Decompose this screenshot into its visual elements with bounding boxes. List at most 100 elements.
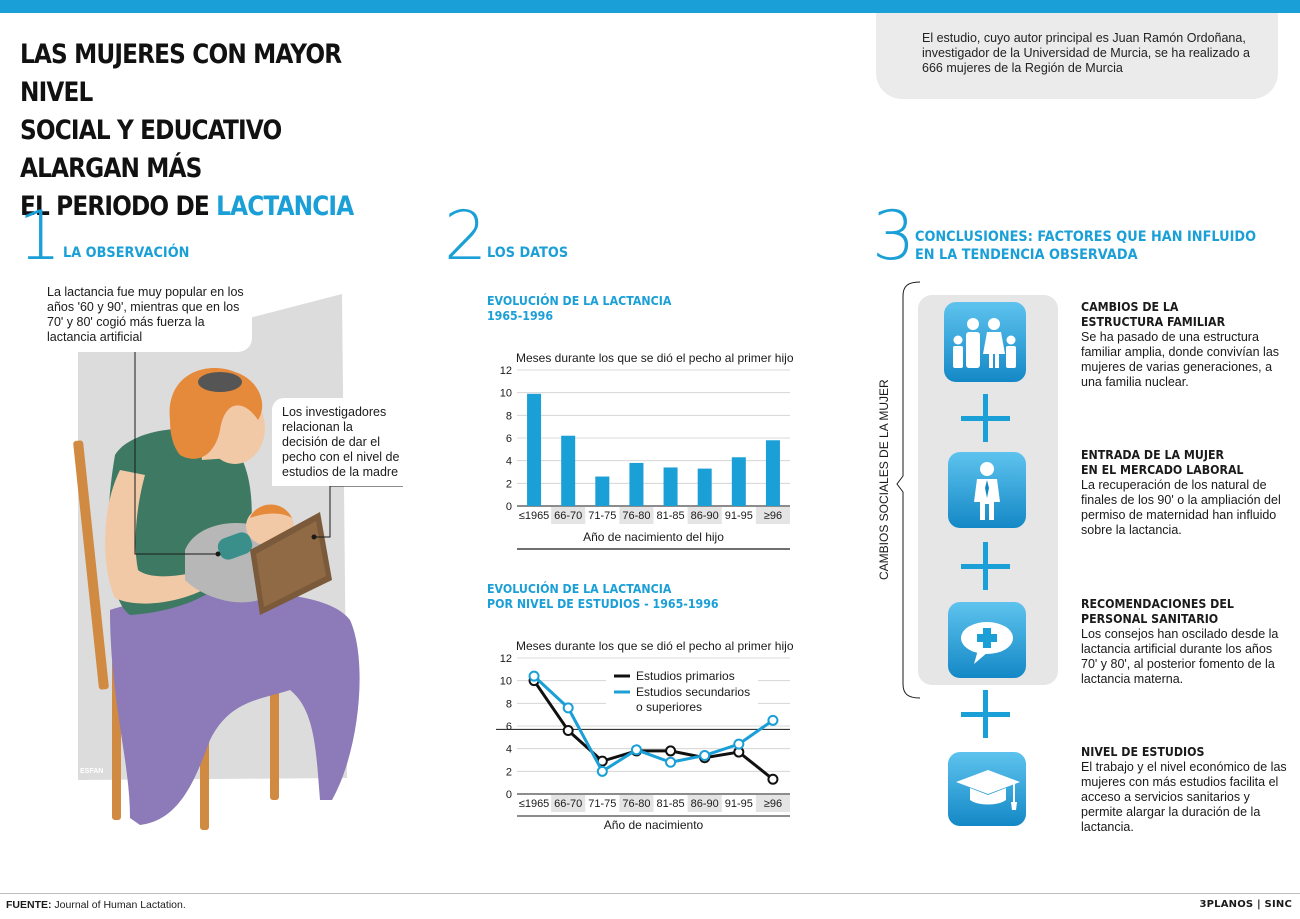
medical-cross-bubble-icon [948,602,1026,678]
x-tick-label: ≥96 [764,510,782,522]
category-band [551,795,586,812]
section-2-number: 2 [444,197,488,276]
x-tick-label: 86-90 [691,798,719,810]
conclusion-3-text: Los consejos han oscilado desde la lacta… [1081,627,1279,686]
x-tick-label: 76-80 [622,510,650,522]
conclusion-health-staff: RECOMENDACIONES DEL PERSONAL SANITARIO Lo… [1081,597,1291,687]
working-woman-icon [948,452,1026,528]
footer-source-label: FUENTE: [6,899,52,911]
section-2-title: LOS DATOS [487,245,569,261]
conclusion-education-level: NIVEL DE ESTUDIOS El trabajo y el nivel … [1081,745,1291,835]
data-point [562,702,574,714]
conclusion-2-text: La recuperación de los natural de finale… [1081,478,1281,537]
vertical-social-changes-label: CAMBIOS SOCIALES DE LA MUJER [877,379,891,580]
category-band [619,795,654,812]
y-tick-label: 0 [506,501,512,513]
data-point [528,670,540,682]
bar-71-75 [595,476,610,506]
y-tick-label: 8 [506,410,512,422]
title-highlight: LACTANCIA [216,191,354,222]
x-tick-label: ≥96 [764,798,782,810]
x-tick-label: 81-85 [656,510,684,522]
conclusion-2-title: ENTRADA DE LA MUJER EN EL MERCADO LABORAL [1081,448,1283,478]
y-tick-label: 10 [500,388,512,400]
x-tick-label: 86-90 [691,510,719,522]
bar-≥96 [765,440,780,506]
category-band [551,507,586,524]
category-band [687,507,722,524]
x-tick-label: 91-95 [725,798,753,810]
x-tick-label: 81-85 [656,798,684,810]
study-info-text: El estudio, cuyo autor principal es Juan… [922,31,1250,75]
plus-sign-2 [961,542,1010,590]
book-page [256,521,326,607]
data-point [665,756,677,768]
bar-≤1965 [527,393,542,506]
y-tick-label: 10 [500,676,512,688]
bar-66-70 [561,435,576,506]
page-title: LAS MUJERES CON MAYOR NIVEL SOCIAL Y EDU… [20,36,381,226]
x-axis-label: Año de nacimiento [604,818,704,832]
callout-2-text: Los investigadores relacionan la decisió… [282,405,400,479]
category-band [619,507,654,524]
baby-bottle [217,532,253,560]
y-tick-label: 2 [506,766,512,778]
conclusion-3-title-line-2: PERSONAL SANITARIO [1081,612,1219,626]
conclusion-4-text: El trabajo y el nivel económico de las m… [1081,760,1287,834]
section-1-number: 1 [18,197,62,276]
chart-1-heading: EVOLUCIÓN DE LA LACTANCIA 1965-1996 [487,294,671,324]
bar-81-85 [663,467,678,506]
conclusion-2-title-line-1: ENTRADA DE LA MUJER [1081,448,1224,462]
y-tick-label: 6 [506,721,512,733]
plus-sign-1 [961,394,1010,442]
section-3-title-line-1: CONCLUSIONES: FACTORES QUE HAN INFLUIDO [915,229,1257,245]
bar-76-80 [629,462,644,506]
callout-2-leader [314,485,403,538]
conclusion-1-title-line-1: CAMBIOS DE LA [1081,300,1179,314]
chart-title: Meses durante los que se dió el pecho al… [516,640,794,653]
legend-box [606,664,758,716]
x-tick-label: 76-80 [622,798,650,810]
series-line-primarios [532,679,774,781]
y-tick-label: 12 [500,653,512,665]
top-accent-bar [0,0,1300,13]
baby-hair [250,504,292,518]
chart-1-heading-line-2: 1965-1996 [487,309,554,323]
title-line-1: LAS MUJERES CON MAYOR NIVEL [20,39,342,108]
y-tick-label: 2 [506,478,512,490]
title-line-3-prefix: EL PERIODO DE [20,191,217,222]
footer-credit: 3PLANOS | SINC [1199,899,1292,910]
conclusion-labor-market: ENTRADA DE LA MUJER EN EL MERCADO LABORAL… [1081,448,1291,538]
x-tick-label: 66-70 [554,510,582,522]
bracket-line [896,281,921,699]
category-band [687,795,722,812]
legend-label-secundarios-line2: o superiores [636,700,702,714]
graduation-cap-icon [948,752,1026,826]
y-tick-label: 8 [506,698,512,710]
conclusion-2-title-line-2: EN EL MERCADO LABORAL [1081,463,1244,477]
x-tick-label: 71-75 [588,510,616,522]
callout-1-leader [134,350,218,555]
callout-1-dot [215,551,221,557]
study-info-box: El estudio, cuyo autor principal es Juan… [876,13,1278,99]
callout-1-text: La lactancia fue muy popular en los años… [47,285,244,344]
callout-2-box [272,398,404,486]
data-point [767,773,779,785]
title-line-3: EL PERIODO DE LACTANCIA [20,188,381,226]
social-changes-bracket: CAMBIOS SOCIALES DE LA MUJER [877,281,921,699]
mother-breastfeeding-illustration: ESFAN [73,294,403,830]
chart-title: Meses durante los que se dió el pecho al… [516,352,794,365]
y-tick-label: 12 [500,365,512,377]
callout-1-box [34,280,252,352]
illustration-signature: ESFAN [80,768,103,775]
conclusion-4-title: NIVEL DE ESTUDIOS [1081,745,1283,760]
category-band [755,507,790,524]
category-band [755,795,790,812]
y-tick-label: 0 [506,789,512,801]
data-point [767,714,779,726]
line-chart-lactation-by-education: 0 2 4 6 8 10 12 ≤1965 66-70 71-75 76-80 81-85 86-90 9… [496,640,794,832]
conclusion-4-title-line-1: NIVEL DE ESTUDIOS [1081,745,1205,759]
conclusion-1-title-line-2: ESTRUCTURA FAMILIAR [1081,315,1226,329]
x-tick-label: ≤1965 [519,510,550,522]
x-tick-label: 66-70 [554,798,582,810]
